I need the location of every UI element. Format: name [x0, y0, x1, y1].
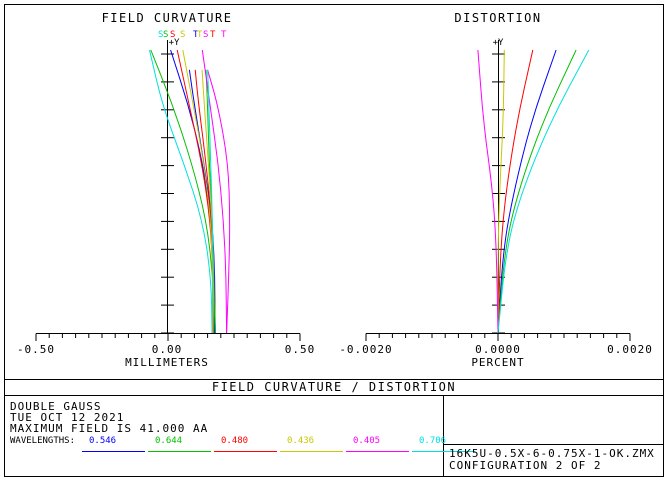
legend-letter-t: T — [197, 30, 203, 40]
legend-letter-t: T — [193, 30, 199, 40]
field-curvature-ylabel: +Y — [169, 38, 180, 48]
wavelength-value: 0.706 — [419, 436, 446, 446]
configuration-label: CONFIGURATION 2 OF 2 — [449, 459, 601, 472]
distortion-series-2 — [497, 49, 534, 334]
field-curvature-series-8 — [201, 49, 228, 334]
field-curvature-series-11 — [207, 69, 214, 334]
field-curvature-series-9 — [207, 69, 231, 334]
field-curvature-title: FIELD CURVATURE — [102, 11, 233, 25]
distortion-xlabel: PERCENT — [471, 356, 524, 369]
field-curvature-x-tick-label: -0.50 — [17, 343, 55, 356]
field-curvature-legend: S S S S TT S T T — [158, 30, 227, 40]
wavelength-value: 0.480 — [221, 436, 248, 446]
wavelength-value: 0.436 — [287, 436, 314, 446]
max-field: MAXIMUM FIELD IS 41.000 AA — [10, 422, 208, 435]
legend-letter-s: S — [163, 30, 168, 40]
distortion-title: DISTORTION — [454, 11, 541, 25]
distortion-series-0 — [497, 49, 557, 334]
field-curvature-plot: -0.50 0.00 0.50 — [17, 40, 316, 356]
distortion-plot: -0.0020 0.0000 0.0020 — [339, 40, 653, 356]
outer-frame — [4, 4, 664, 477]
wavelength-list: 0.546 0.644 0.480 0.436 0.405 0.706 — [82, 436, 475, 452]
wavelength-value: 0.644 — [155, 436, 182, 446]
field-curvature-x-tick-label: 0.50 — [285, 343, 316, 356]
distortion-series-5 — [497, 49, 590, 334]
field-curvature-series-10 — [149, 49, 213, 334]
legend-letter-s: S — [170, 30, 175, 40]
legend-letter-s: S — [203, 30, 208, 40]
legend-letter-s: S — [180, 30, 185, 40]
report-date: TUE OCT 12 2021 — [10, 411, 124, 424]
wavelength-value: 0.546 — [89, 436, 116, 446]
distortion-ylabel: +Y — [493, 38, 504, 48]
wavelength-value: 0.405 — [353, 436, 380, 446]
distortion-series-1 — [497, 49, 577, 334]
field-curvature-x-tick-label: 0.00 — [152, 343, 183, 356]
distortion-series-4 — [477, 49, 499, 334]
field-curvature-series-7 — [201, 69, 214, 334]
distortion-x-tick-label: -0.0020 — [339, 343, 392, 356]
legend-letter-t: T — [221, 30, 227, 40]
report-title: FIELD CURVATURE / DISTORTION — [212, 380, 456, 394]
file-name: 16K5U-0.5X-6-0.75X-1-OK.ZMX — [449, 447, 655, 460]
distortion-x-tick-label: 0.0000 — [475, 343, 521, 356]
field-curvature-xlabel: MILLIMETERS — [125, 356, 209, 369]
legend-letter-s: S — [158, 30, 163, 40]
distortion-x-tick-label: 0.0020 — [607, 343, 653, 356]
legend-letter-t: T — [210, 30, 216, 40]
wavelengths-label: WAVELENGTHS: — [10, 436, 75, 446]
lens-name: DOUBLE GAUSS — [10, 400, 101, 413]
